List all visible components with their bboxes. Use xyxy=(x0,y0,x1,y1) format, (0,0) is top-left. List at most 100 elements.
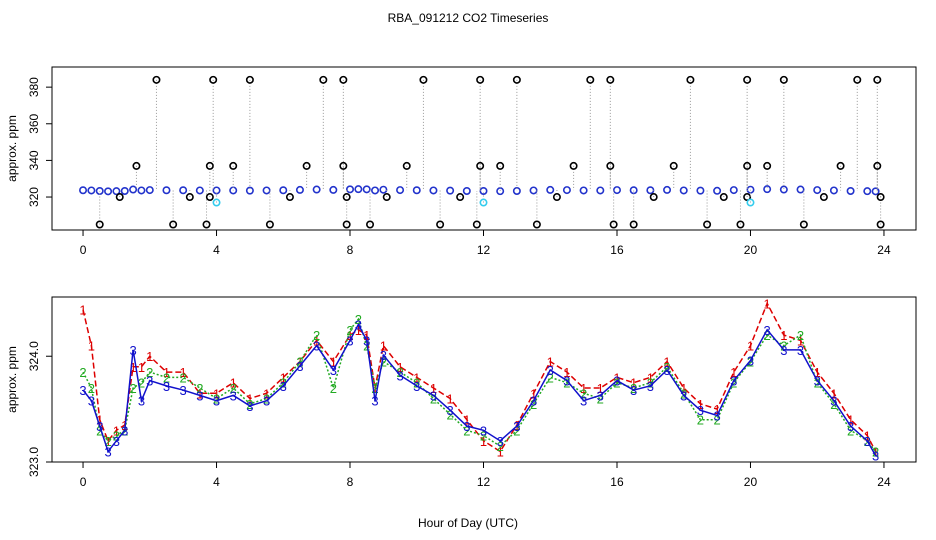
data-point xyxy=(836,161,845,170)
point-marker: 1 xyxy=(797,333,804,348)
data-point xyxy=(162,186,171,195)
point-marker: 1 xyxy=(113,423,120,438)
point-marker: 3 xyxy=(463,419,470,434)
data-point xyxy=(169,220,178,229)
point-marker: 3 xyxy=(330,363,337,378)
point-marker: 3 xyxy=(88,394,95,409)
data-point xyxy=(873,75,882,84)
data-point xyxy=(796,185,805,194)
data-point xyxy=(212,198,221,207)
point-marker: 3 xyxy=(129,343,136,358)
point-marker: 2 xyxy=(830,397,837,412)
point-marker: 3 xyxy=(780,343,787,358)
data-point xyxy=(302,161,311,170)
data-point xyxy=(679,186,688,195)
data-point xyxy=(339,75,348,84)
point-marker: 2 xyxy=(730,376,737,391)
point-marker: 3 xyxy=(246,399,253,414)
point-marker: 3 xyxy=(847,419,854,434)
point-marker: 3 xyxy=(355,318,362,333)
point-marker: 1 xyxy=(563,365,570,380)
data-point xyxy=(853,75,862,84)
point-marker: 2 xyxy=(430,392,437,407)
data-point xyxy=(329,185,338,194)
point-marker: 2 xyxy=(872,444,879,459)
point-marker: 2 xyxy=(563,376,570,391)
data-point xyxy=(846,186,855,195)
data-point xyxy=(115,193,124,202)
point-marker: 1 xyxy=(346,328,353,343)
data-point xyxy=(112,187,121,196)
data-point xyxy=(579,186,588,195)
point-marker: 3 xyxy=(121,423,128,438)
point-marker: 2 xyxy=(630,381,637,396)
point-marker: 2 xyxy=(580,386,587,401)
point-marker: 1 xyxy=(430,381,437,396)
data-point xyxy=(104,187,113,196)
y-tick-label: 360 xyxy=(27,113,41,133)
x-axis-label: Hour of Day (UTC) xyxy=(418,516,518,530)
point-marker: 1 xyxy=(380,339,387,354)
data-point xyxy=(129,185,138,194)
data-point xyxy=(743,193,752,202)
data-point xyxy=(596,186,605,195)
point-marker: 3 xyxy=(547,363,554,378)
point-marker: 1 xyxy=(547,355,554,370)
data-point xyxy=(285,193,294,202)
point-marker: 3 xyxy=(713,408,720,423)
data-point xyxy=(736,220,745,229)
point-marker: 1 xyxy=(180,365,187,380)
data-point xyxy=(686,75,695,84)
data-point xyxy=(120,186,129,195)
point-marker: 1 xyxy=(497,444,504,459)
point-marker: 3 xyxy=(180,383,187,398)
x-tick-label: 16 xyxy=(610,475,624,489)
data-point xyxy=(179,186,188,195)
point-marker: 3 xyxy=(530,394,537,409)
data-point xyxy=(279,186,288,195)
point-marker: 1 xyxy=(79,303,86,318)
point-marker: 1 xyxy=(246,392,253,407)
point-marker: 1 xyxy=(597,381,604,396)
data-point xyxy=(429,186,438,195)
point-marker: 2 xyxy=(355,312,362,327)
point-marker: 1 xyxy=(747,339,754,354)
data-point xyxy=(295,185,304,194)
data-point xyxy=(354,185,363,194)
data-point xyxy=(342,220,351,229)
point-marker: 3 xyxy=(447,403,454,418)
point-marker: 1 xyxy=(697,397,704,412)
point-marker: 1 xyxy=(96,413,103,428)
point-marker: 2 xyxy=(513,423,520,438)
point-marker: 3 xyxy=(146,374,153,389)
point-marker: 3 xyxy=(872,449,879,464)
data-point xyxy=(779,75,788,84)
data-point xyxy=(245,75,254,84)
x-tick-label: 20 xyxy=(744,475,758,489)
data-point xyxy=(562,186,571,195)
point-marker: 2 xyxy=(79,365,86,380)
data-point xyxy=(546,185,555,194)
data-point xyxy=(412,186,421,195)
data-point xyxy=(529,186,538,195)
plot-frame xyxy=(51,296,917,463)
data-point xyxy=(612,186,621,195)
point-marker: 2 xyxy=(246,397,253,412)
point-marker: 3 xyxy=(363,333,370,348)
point-marker: 2 xyxy=(847,423,854,438)
point-marker: 3 xyxy=(79,383,86,398)
data-point xyxy=(479,198,488,207)
data-point xyxy=(132,161,141,170)
data-point xyxy=(209,75,218,84)
point-marker: 3 xyxy=(814,374,821,389)
point-marker: 2 xyxy=(88,381,95,396)
series-line xyxy=(82,322,877,457)
point-marker: 2 xyxy=(180,370,187,385)
point-marker: 1 xyxy=(138,360,145,375)
x-tick-label: 24 xyxy=(877,243,891,257)
data-point xyxy=(312,185,321,194)
data-point xyxy=(152,75,161,84)
y-tick-label: 320 xyxy=(27,187,41,207)
point-marker: 2 xyxy=(764,328,771,343)
